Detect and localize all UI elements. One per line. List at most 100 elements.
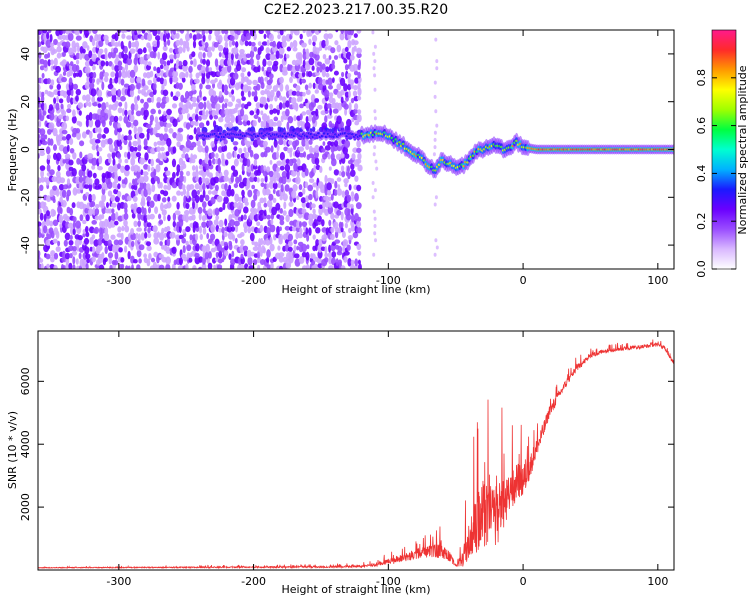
noise-cell (114, 220, 119, 226)
noise-cell (112, 158, 116, 167)
noise-cell (169, 47, 173, 53)
noise-cell (202, 96, 207, 101)
noise-cell (301, 111, 307, 116)
noise-cell (333, 201, 339, 209)
noise-cell (178, 133, 183, 142)
noise-cell (114, 64, 120, 73)
noise-cell (113, 115, 119, 123)
noise-cell (210, 151, 215, 159)
noise-cell (162, 89, 169, 97)
noise-cell (166, 114, 171, 120)
noise-cell (139, 157, 145, 165)
noise-cell (296, 195, 300, 201)
noise-cell (338, 53, 342, 59)
colorbar-tick-label: 0.4 (695, 165, 708, 183)
noise-cell (373, 145, 377, 150)
noise-cell (321, 219, 325, 227)
noise-cell (306, 234, 310, 242)
noise-cell (224, 90, 229, 96)
noise-cell (39, 65, 45, 71)
noise-cell (86, 45, 90, 51)
noise-cell (356, 184, 362, 192)
noise-cell (65, 263, 70, 269)
noise-cell (265, 146, 271, 153)
noise-cell (76, 132, 81, 140)
noise-cell (79, 214, 84, 222)
noise-cell (252, 120, 257, 127)
noise-cell (226, 188, 232, 197)
noise-cell (175, 39, 181, 47)
noise-cell (354, 103, 359, 110)
noise-cell (85, 214, 90, 222)
noise-cell (290, 97, 297, 105)
noise-cell (62, 51, 66, 57)
noise-cell (232, 169, 239, 177)
noise-cell (109, 77, 113, 86)
noise-cell (182, 63, 188, 72)
noise-cell (276, 167, 280, 172)
noise-cell (129, 88, 135, 98)
noise-cell (433, 137, 437, 142)
noise-cell (111, 87, 117, 96)
noise-cell (355, 202, 362, 210)
noise-cell (286, 121, 290, 131)
noise-cell (217, 165, 221, 174)
noise-cell (328, 85, 333, 90)
noise-cell (354, 77, 359, 84)
noise-cell (75, 95, 79, 102)
noise-cell (117, 60, 123, 67)
noise-cell (103, 34, 109, 42)
noise-cell (270, 262, 274, 269)
noise-cell (198, 51, 203, 60)
noise-cell (285, 108, 290, 117)
noise-cell (241, 96, 246, 101)
noise-cell (328, 202, 333, 208)
noise-cell (237, 120, 243, 126)
noise-cell (72, 187, 78, 196)
noise-cell (347, 39, 352, 49)
noise-cell (230, 258, 236, 266)
noise-cell (52, 185, 58, 191)
noise-cell (338, 137, 343, 147)
noise-cell (218, 219, 224, 228)
noise-cell (81, 164, 87, 172)
noise-cell (342, 146, 348, 155)
noise-cell (213, 219, 219, 226)
noise-cell (74, 238, 80, 248)
noise-cell (245, 140, 251, 148)
noise-cell (75, 220, 81, 229)
x-tick-label: 0 (520, 274, 527, 287)
noise-cell (118, 65, 123, 71)
noise-cell (95, 139, 101, 144)
noise-cell (330, 152, 335, 161)
noise-cell (123, 151, 128, 158)
noise-cell (127, 69, 131, 79)
noise-cell (76, 246, 80, 252)
noise-cell (76, 59, 80, 65)
noise-cell (133, 146, 138, 152)
noise-cell (304, 139, 310, 147)
noise-cell (353, 45, 357, 52)
noise-cell (257, 264, 261, 269)
noise-cell (182, 147, 186, 154)
noise-cell (304, 181, 309, 188)
noise-cell (71, 250, 78, 256)
noise-cell (130, 203, 135, 210)
noise-cell (136, 227, 143, 232)
noise-cell (276, 150, 279, 160)
noise-cell (147, 61, 152, 66)
noise-cell (97, 147, 103, 152)
noise-cell (101, 81, 105, 91)
noise-cell (97, 238, 103, 246)
noise-cell (53, 264, 58, 269)
noise-cell (228, 184, 232, 191)
noise-cell (324, 252, 329, 258)
noise-cell (166, 225, 171, 232)
noise-cell (165, 246, 171, 254)
noise-cell (192, 34, 197, 41)
noise-cell (49, 169, 55, 176)
noise-cell (225, 159, 229, 166)
noise-cell (65, 115, 70, 122)
noise-cell (230, 30, 235, 36)
noise-cell (312, 234, 316, 240)
